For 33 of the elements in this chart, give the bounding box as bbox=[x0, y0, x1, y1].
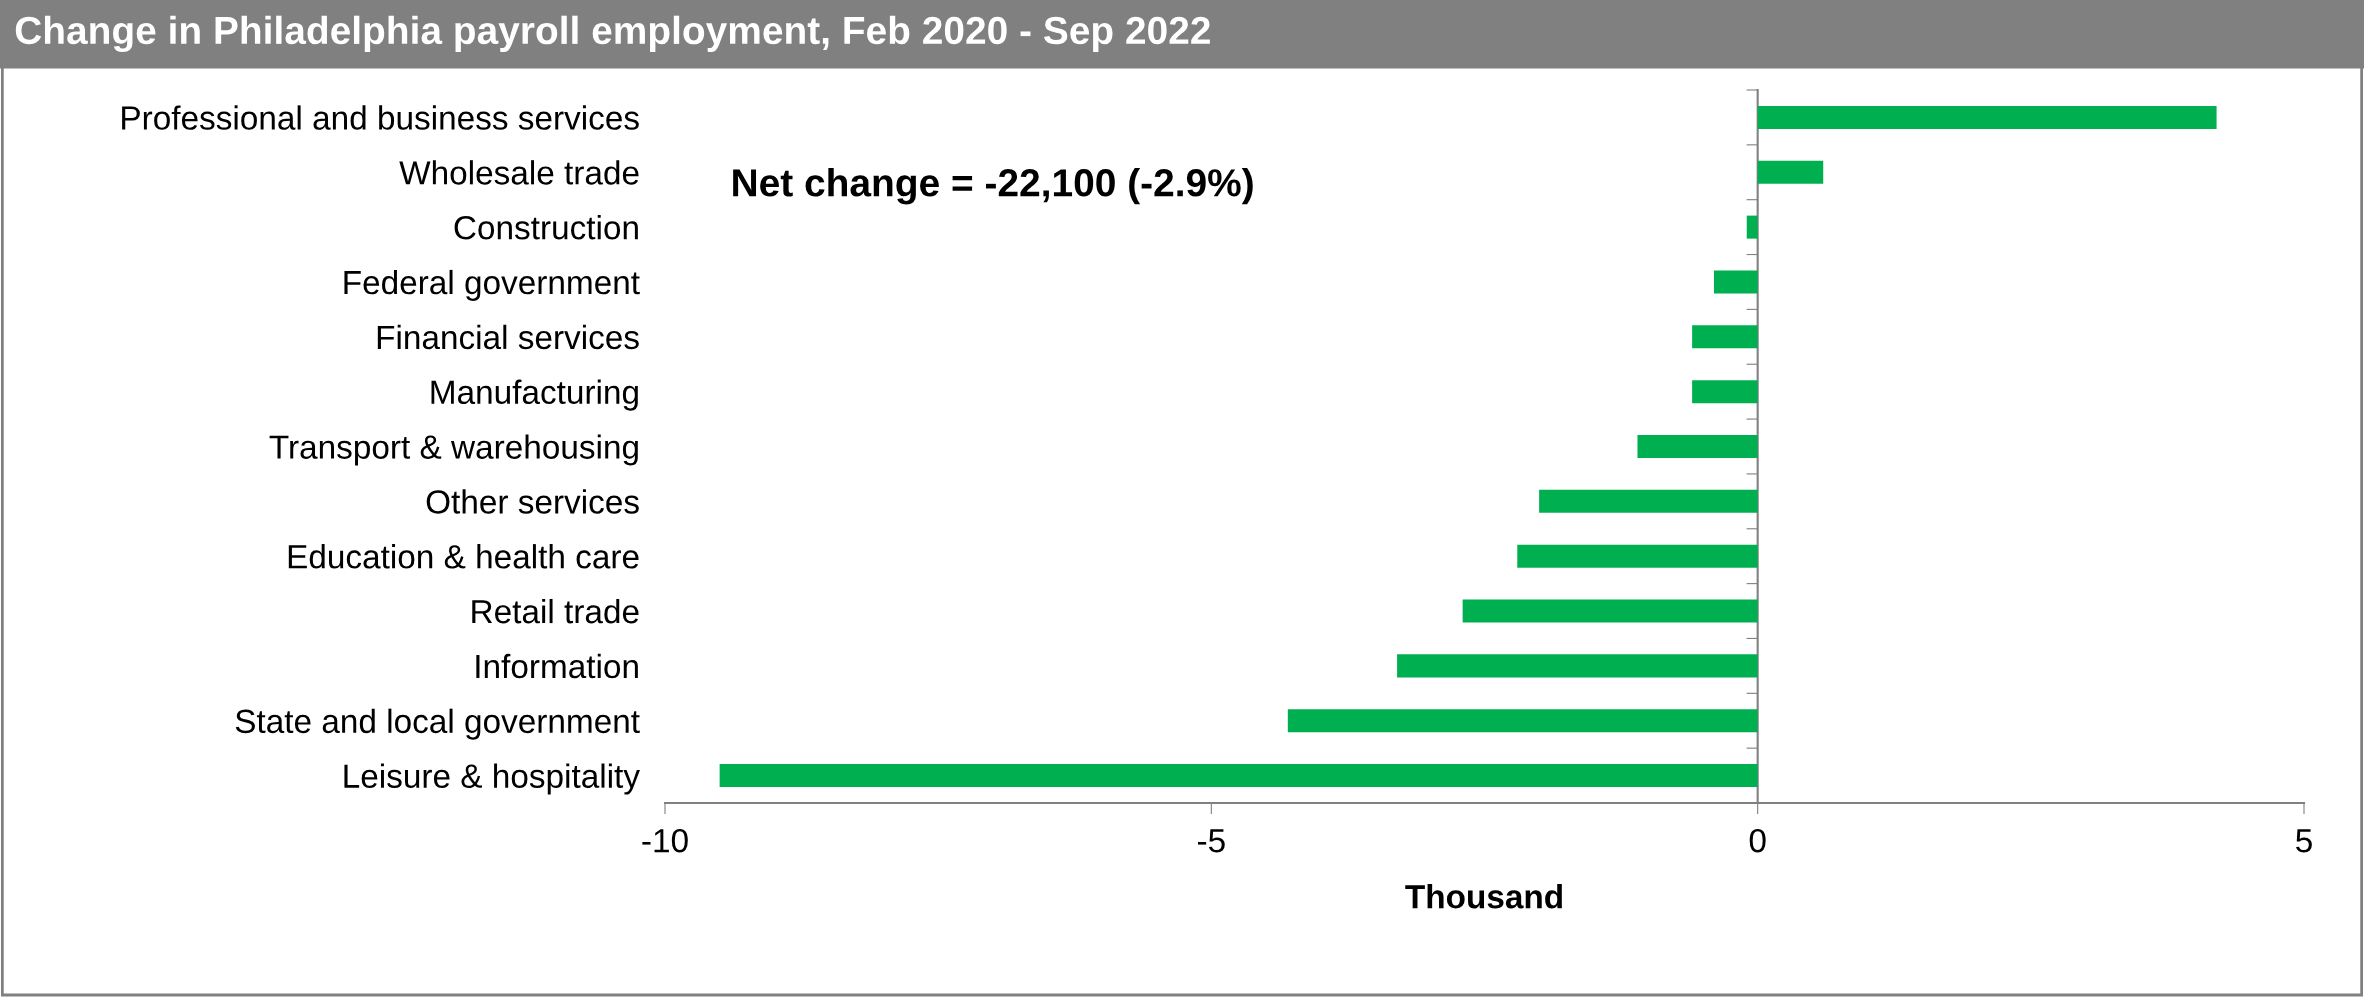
y-tick-label: Professional and business services bbox=[122, 105, 639, 130]
x-axis-title: Thousand bbox=[1405, 884, 1562, 909]
annotation: Net change = -22,100 (-2.9%) bbox=[733, 168, 1253, 205]
y-tick-label: State and local government bbox=[235, 708, 640, 740]
y-tick-label: Manufacturing bbox=[431, 379, 638, 411]
y-tick-label: Retail trade bbox=[472, 598, 639, 624]
bar bbox=[719, 764, 1758, 788]
chart-title: Change in Philadelphia payroll employment, Feb 2020 - Sep 2022 bbox=[15, 15, 1210, 53]
bar bbox=[1713, 270, 1758, 294]
y-tick-label: Wholesale trade bbox=[399, 160, 639, 185]
bar bbox=[1637, 434, 1758, 459]
bar bbox=[1692, 380, 1758, 404]
y-tick-label: Other services bbox=[426, 489, 639, 514]
x-tick-label: 5 bbox=[2296, 829, 2312, 853]
x-tick-label: -5 bbox=[1197, 829, 1225, 853]
bar bbox=[1462, 599, 1758, 623]
y-tick-label: Federal government bbox=[344, 269, 640, 301]
bar bbox=[1397, 654, 1758, 678]
y-tick-label: Transport & warehousing bbox=[269, 434, 638, 466]
y-tick-label: Financial services bbox=[377, 324, 639, 350]
y-tick-label: Construction bbox=[454, 215, 638, 240]
y-tick-label: Information bbox=[476, 653, 638, 679]
bar bbox=[1692, 325, 1758, 349]
y-tick-label: Leisure & hospitality bbox=[344, 763, 640, 795]
bar bbox=[1757, 160, 1824, 184]
bar bbox=[1287, 709, 1758, 733]
bar bbox=[1746, 215, 1758, 239]
x-tick-label: 0 bbox=[1749, 828, 1766, 853]
bar bbox=[1517, 544, 1758, 568]
x-tick-label: -10 bbox=[642, 828, 688, 853]
bar bbox=[1757, 105, 2217, 129]
y-tick-label: Education & health care bbox=[288, 544, 639, 569]
bar bbox=[1539, 489, 1758, 513]
